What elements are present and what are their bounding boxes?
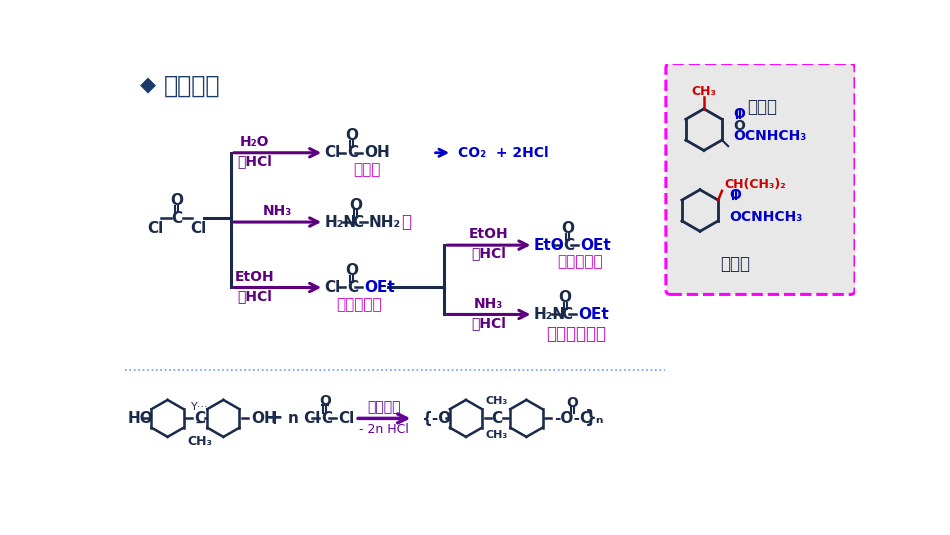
Text: C: C bbox=[563, 238, 575, 253]
Text: C: C bbox=[352, 215, 363, 230]
Text: NH₃: NH₃ bbox=[263, 204, 293, 218]
Text: OCNHCH₃: OCNHCH₃ bbox=[730, 210, 803, 224]
Text: OCNHCH₃: OCNHCH₃ bbox=[733, 129, 807, 143]
Text: 碳酸二乙酯: 碳酸二乙酯 bbox=[557, 255, 602, 270]
Text: O: O bbox=[732, 119, 745, 133]
Text: H₂N: H₂N bbox=[533, 307, 565, 322]
Text: Y···: Y··· bbox=[191, 402, 209, 412]
Text: CO₂  + 2HCl: CO₂ + 2HCl bbox=[458, 146, 549, 160]
Text: Cl: Cl bbox=[324, 145, 340, 160]
Text: C: C bbox=[171, 211, 182, 226]
Text: OH: OH bbox=[365, 145, 390, 160]
Text: O: O bbox=[729, 188, 741, 202]
Text: HO: HO bbox=[128, 411, 154, 426]
Text: O: O bbox=[559, 290, 572, 305]
Text: n Cl: n Cl bbox=[289, 411, 321, 426]
Text: NH₃: NH₃ bbox=[474, 297, 504, 311]
Text: 氯甲酸乙酯: 氯甲酸乙酯 bbox=[336, 297, 382, 312]
Text: O: O bbox=[345, 128, 358, 143]
Text: －HCl: －HCl bbox=[237, 154, 272, 168]
Text: +: + bbox=[266, 408, 283, 429]
Text: EtOH: EtOH bbox=[468, 227, 508, 241]
Text: C: C bbox=[491, 411, 503, 426]
Text: O: O bbox=[319, 394, 331, 408]
Text: Cl: Cl bbox=[190, 221, 207, 236]
Text: EtOH: EtOH bbox=[235, 270, 275, 284]
Text: H₂O: H₂O bbox=[239, 135, 269, 149]
FancyBboxPatch shape bbox=[666, 64, 855, 294]
Text: OEt: OEt bbox=[580, 238, 612, 253]
Text: ◆: ◆ bbox=[141, 76, 156, 96]
Text: CH₃: CH₃ bbox=[188, 435, 213, 448]
Text: CH₃: CH₃ bbox=[485, 396, 508, 407]
Text: H₂N: H₂N bbox=[324, 215, 356, 230]
Text: OEt: OEt bbox=[365, 280, 395, 295]
Text: ·: · bbox=[383, 143, 390, 163]
Text: 缩合聚合: 缩合聚合 bbox=[368, 401, 401, 415]
Text: 速灭威: 速灭威 bbox=[747, 97, 777, 116]
Text: O: O bbox=[732, 107, 745, 121]
Text: 氨基甲酸乙酯: 氨基甲酸乙酯 bbox=[546, 325, 606, 343]
Text: CH₃: CH₃ bbox=[485, 430, 508, 440]
Text: -O-C: -O-C bbox=[554, 411, 592, 426]
Text: OH: OH bbox=[251, 411, 277, 426]
Text: O: O bbox=[350, 197, 362, 212]
Text: O: O bbox=[170, 193, 183, 208]
Text: EtO: EtO bbox=[533, 238, 564, 253]
Text: O: O bbox=[560, 221, 574, 236]
Text: {-O: {-O bbox=[421, 411, 451, 426]
Text: 脲: 脲 bbox=[402, 213, 411, 231]
Text: - 2n HCl: - 2n HCl bbox=[359, 423, 409, 435]
Text: Cl: Cl bbox=[324, 280, 340, 295]
Text: C: C bbox=[561, 307, 573, 322]
Text: C: C bbox=[348, 145, 358, 160]
Text: OEt: OEt bbox=[579, 307, 609, 322]
Text: }ₙ: }ₙ bbox=[585, 409, 605, 427]
Text: 氯甲酸: 氯甲酸 bbox=[353, 162, 380, 177]
Text: CH₃: CH₃ bbox=[692, 86, 716, 98]
Text: Cl: Cl bbox=[147, 221, 163, 236]
Text: 异丙威: 异丙威 bbox=[720, 255, 750, 273]
Text: －HCl: －HCl bbox=[471, 316, 505, 330]
Text: －HCl: －HCl bbox=[471, 247, 505, 261]
Text: O: O bbox=[566, 396, 578, 410]
Text: 反应示例: 反应示例 bbox=[163, 74, 220, 98]
Text: NH₂: NH₂ bbox=[369, 215, 401, 230]
Text: O: O bbox=[345, 263, 358, 278]
Text: Cl: Cl bbox=[338, 411, 354, 426]
Text: C: C bbox=[321, 411, 332, 426]
Text: －HCl: －HCl bbox=[237, 289, 272, 303]
Text: CH(CH₃)₂: CH(CH₃)₂ bbox=[724, 178, 786, 191]
Text: C: C bbox=[348, 280, 358, 295]
Text: C: C bbox=[195, 411, 206, 426]
